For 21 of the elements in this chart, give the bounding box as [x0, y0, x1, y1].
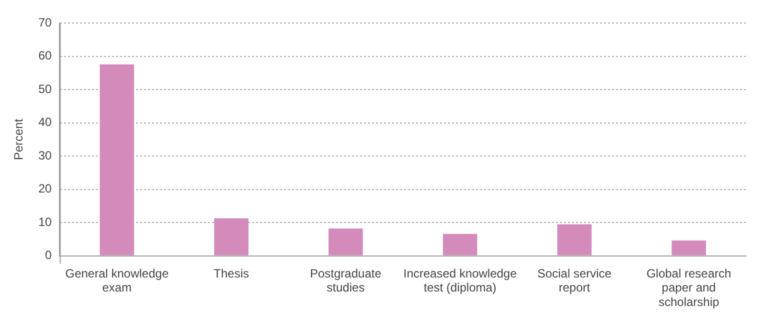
y-tick-label: 20 [38, 182, 52, 196]
x-tick-label: Social service report [537, 266, 612, 295]
y-tick-label: 60 [38, 48, 52, 63]
y-axis-title: Percent [12, 118, 26, 160]
x-tick-label: Thesis [214, 266, 249, 280]
bar [672, 240, 706, 256]
x-tick-label: General knowledge exam [65, 266, 169, 295]
y-tick-label: 40 [38, 115, 52, 130]
y-tick-label: 30 [38, 148, 52, 162]
bar [214, 218, 248, 256]
x-tick-label: Postgraduate studies [310, 266, 382, 295]
bar [328, 228, 363, 256]
y-tick-label: 70 [38, 16, 52, 30]
y-tick-label: 0 [45, 248, 52, 262]
bar [557, 224, 592, 256]
bar [442, 234, 478, 256]
y-tick-label: 50 [38, 82, 52, 96]
x-tick-label: Increased knowledge test (diploma) [403, 266, 518, 295]
bar [100, 64, 134, 256]
y-tick-label: 10 [38, 214, 52, 229]
x-tick-label: Global research paper and scholarship [646, 266, 732, 310]
